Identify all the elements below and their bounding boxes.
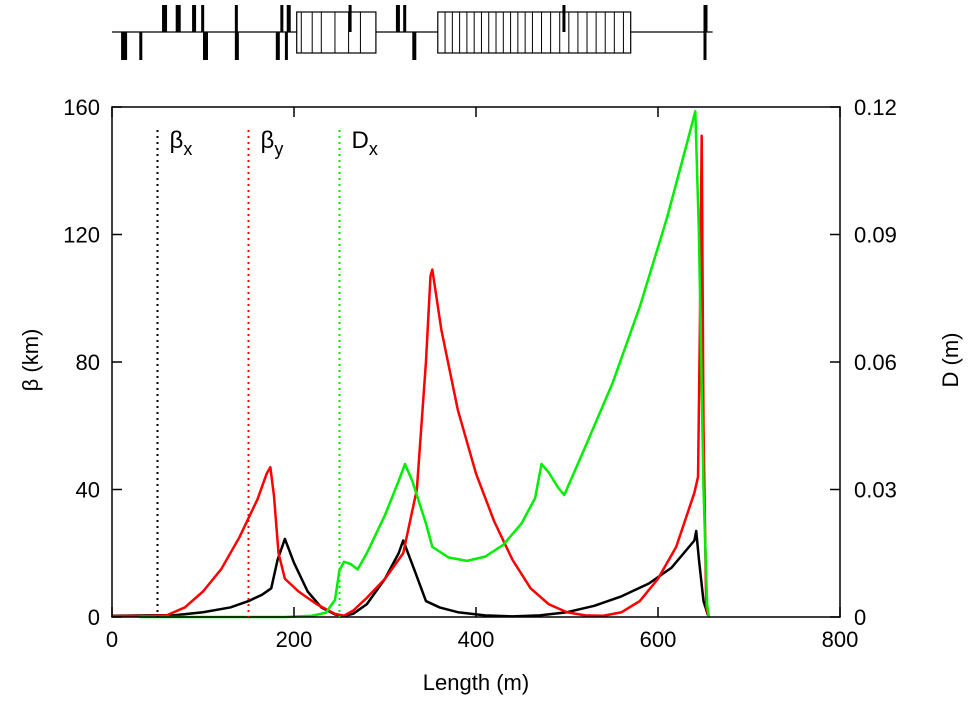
beamline-magnet-up: [234, 5, 238, 32]
axis-ticks: 0 200 400 600 8000408012016000.030.060.090.1…: [63, 95, 897, 652]
beamline-magnet-up: [162, 5, 168, 32]
legend-label: βx: [170, 127, 193, 159]
beamline-magnet-down: [412, 32, 417, 60]
beamline-magnet-up: [348, 5, 352, 32]
y-left-tick-label: 160: [63, 95, 100, 120]
y-left-tick-label: 80: [76, 350, 100, 375]
beamline-magnet-down: [203, 32, 208, 60]
y-right-tick-label: 0.12: [854, 95, 897, 120]
beamline-element-box: [296, 11, 377, 54]
plot-frame: [111, 106, 841, 618]
y-right-tick-label: 0.03: [854, 478, 897, 503]
beamline-magnet-down: [275, 32, 280, 60]
plot-lines: [111, 110, 711, 619]
series-beta_y: [112, 134, 711, 618]
beamline-magnet-up: [703, 5, 708, 32]
legend-label: Dx: [352, 127, 378, 159]
beamline-magnet-up: [395, 5, 400, 32]
beamline-magnet-up: [286, 5, 291, 32]
x-tick-label: 600: [640, 627, 677, 652]
y-left-tick-label: 0: [88, 605, 100, 630]
beamline-magnet-down: [234, 32, 239, 60]
beamline-magnet-up: [175, 5, 181, 32]
beamline-magnet-up: [201, 5, 205, 32]
legend: βx βy Dx: [156, 127, 378, 617]
y-left-tick-label: 40: [76, 478, 100, 503]
beamline-magnet-down: [139, 32, 143, 60]
beamline-magnet-down: [703, 32, 707, 60]
y-right-tick-label: 0.09: [854, 223, 897, 248]
beamline-magnet-down: [121, 32, 128, 60]
y-left-tick-label: 120: [63, 223, 100, 248]
x-tick-label: 400: [458, 627, 495, 652]
x-tick-label: 800: [822, 627, 859, 652]
beamline-layout: [112, 5, 713, 60]
y-axis-right-label: D (m): [938, 333, 963, 388]
beamline-magnet-up: [280, 5, 284, 32]
beamline-magnet-up: [562, 5, 566, 32]
x-tick-label: 200: [276, 627, 313, 652]
x-axis-label: Length (m): [423, 670, 529, 695]
x-tick-label: 0: [106, 627, 118, 652]
legend-label: βy: [261, 127, 284, 159]
beamline-magnet-up: [192, 5, 197, 32]
series-beta_x: [111, 529, 710, 618]
y-right-tick-label: 0: [854, 605, 866, 630]
beamline-magnet-up: [403, 5, 407, 32]
y-right-tick-label: 0.06: [854, 350, 897, 375]
beamline-magnet-down: [284, 32, 288, 60]
beamline-element-box: [437, 11, 632, 54]
y-axis-left-label: β (km): [18, 329, 43, 392]
series-D_x: [139, 110, 711, 619]
